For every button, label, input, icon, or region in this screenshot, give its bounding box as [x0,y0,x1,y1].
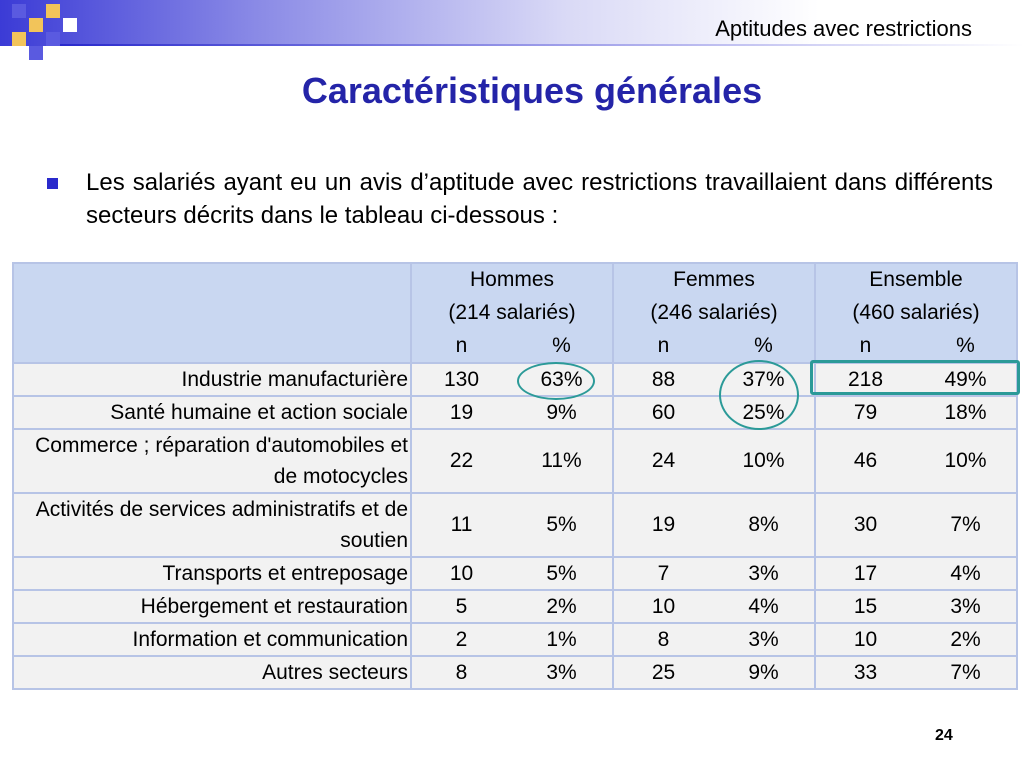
page-number: 24 [935,727,953,744]
subheader-n: n [612,330,713,364]
hommes-pct: 3% [511,655,614,690]
ensemble-pct: 7% [915,655,1018,690]
ensemble-pct: 7% [915,492,1018,558]
intro-text: Les salariés ayant eu un avis d’aptitude… [86,169,993,229]
sector-label: Activités de services administratifs et … [12,492,412,558]
table-row: Information et communication 2 1% 8 3% 1… [12,622,1018,657]
table-row: Santé humaine et action sociale 19 9% 60… [12,395,1018,430]
table-row: Autres secteurs 8 3% 25 9% 33 7% [12,655,1018,690]
hommes-n: 8 [410,655,511,690]
group-count-hommes: (214 salariés) [410,296,614,330]
femmes-pct: 4% [713,589,816,624]
ensemble-n: 46 [814,428,915,494]
hommes-pct: 5% [511,492,614,558]
ensemble-pct: 18% [915,395,1018,430]
sector-label: Santé humaine et action sociale [12,395,412,430]
sector-label: Information et communication [12,622,412,657]
ensemble-n: 79 [814,395,915,430]
group-name-femmes: Femmes [612,262,816,296]
group-count-ensemble: (460 salariés) [814,296,1018,330]
femmes-n: 88 [612,362,713,397]
table-row: Activités de services administratifs et … [12,492,1018,558]
bullet-square-icon [47,178,58,189]
femmes-pct: 8% [713,492,816,558]
femmes-n: 10 [612,589,713,624]
hommes-n: 10 [410,556,511,591]
femmes-n: 7 [612,556,713,591]
highlight-box-ensemble [810,360,1020,395]
section-title: Aptitudes avec restrictions [715,16,972,41]
subheader-pct: % [713,330,816,364]
hommes-n: 11 [410,492,511,558]
femmes-pct: 3% [713,622,816,657]
sector-label: Transports et entreposage [12,556,412,591]
ensemble-n: 30 [814,492,915,558]
page-title: Caractéristiques générales [301,70,763,111]
ensemble-pct: 49% [915,362,1018,397]
sector-label: Hébergement et restauration [12,589,412,624]
hommes-pct: 5% [511,556,614,591]
ensemble-n: 33 [814,655,915,690]
subheader-n: n [814,330,915,364]
subheader-n: n [410,330,511,364]
table-row: Hébergement et restauration 5 2% 10 4% 1… [12,589,1018,624]
femmes-n: 60 [612,395,713,430]
hommes-n: 2 [410,622,511,657]
femmes-n: 24 [612,428,713,494]
hommes-pct: 9% [511,395,614,430]
group-name-ensemble: Ensemble [814,262,1018,296]
sector-label: Autres secteurs [12,655,412,690]
ensemble-n: 10 [814,622,915,657]
ensemble-n: 15 [814,589,915,624]
hommes-n: 130 [410,362,511,397]
ensemble-n: 218 [814,362,915,397]
ensemble-n: 17 [814,556,915,591]
sector-label: Industrie manufacturière [12,362,412,397]
hommes-n: 22 [410,428,511,494]
hommes-pct: 1% [511,622,614,657]
femmes-pct: 10% [713,428,816,494]
femmes-n: 19 [612,492,713,558]
femmes-pct: 9% [713,655,816,690]
ensemble-pct: 3% [915,589,1018,624]
hommes-pct: 2% [511,589,614,624]
table-row: Transports et entreposage 10 5% 7 3% 17 … [12,556,1018,591]
subheader-pct: % [511,330,614,364]
header-band [0,0,1024,46]
header-empty-cell [12,262,412,363]
ensemble-pct: 10% [915,428,1018,494]
group-name-hommes: Hommes [410,262,614,296]
hommes-n: 19 [410,395,511,430]
header-divider [60,44,1024,46]
femmes-n: 25 [612,655,713,690]
subheader-pct: % [915,330,1018,364]
highlight-oval-femmes [719,360,799,430]
sectors-table: Hommes Femmes Ensemble (214 salariés) (2… [12,262,1018,690]
hommes-pct: 11% [511,428,614,494]
table-row: Commerce ; réparation d'automobiles et d… [12,428,1018,494]
ensemble-pct: 4% [915,556,1018,591]
hommes-n: 5 [410,589,511,624]
sector-label: Commerce ; réparation d'automobiles et d… [12,428,412,494]
group-count-femmes: (246 salariés) [612,296,816,330]
ensemble-pct: 2% [915,622,1018,657]
femmes-pct: 3% [713,556,816,591]
femmes-n: 8 [612,622,713,657]
highlight-circle-hommes [517,362,595,400]
